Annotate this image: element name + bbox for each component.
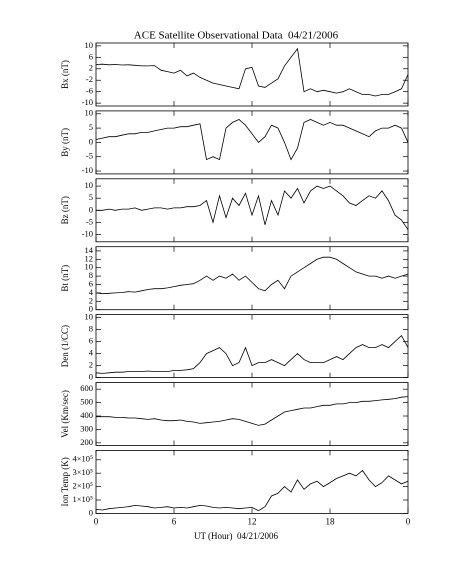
y-axis-label: Den (1/CC) (60, 325, 70, 367)
y-tick-label: 8 (89, 324, 93, 334)
y-axis-label: Bz (nT) (60, 196, 70, 224)
y-tick-label: 0 (89, 372, 93, 382)
x-tick-label: 0 (94, 516, 99, 526)
y-tick-label: 400 (80, 410, 93, 420)
y-tick-label: 500 (80, 397, 93, 407)
y-tick-label: 200 (80, 437, 93, 447)
y-tick-label: 2 (89, 295, 93, 305)
y-tick-label: -5 (86, 216, 93, 226)
y-tick-label: 5 (89, 192, 93, 202)
y-axis-label: Bx (nT) (60, 60, 70, 89)
x-tick-label: 6 (172, 516, 177, 526)
data-line (95, 47, 409, 97)
y-axis-label: Ion Temp (K) (60, 457, 70, 506)
y-tick-label: 1×10⁵ (72, 494, 93, 504)
y-tick-label: -2 (86, 74, 93, 84)
y-tick-label: 0 (89, 507, 93, 517)
chart-title: ACE Satellite Observational Data 04/21/2… (134, 30, 339, 42)
data-line (96, 396, 409, 426)
x-tick-label: 0 (406, 516, 411, 526)
y-tick-label: 6 (89, 278, 93, 288)
y-tick-label: 12 (85, 253, 94, 263)
y-tick-label: 0 (89, 304, 93, 314)
y-tick-label: 14 (85, 245, 94, 255)
y-tick-label: 6 (89, 51, 93, 61)
data-line (95, 119, 409, 161)
y-tick-label: 10 (85, 180, 94, 190)
y-tick-label: 2×10⁵ (72, 481, 93, 491)
y-tick-label: 600 (80, 383, 93, 393)
y-axis-label: Bt (nT) (60, 265, 70, 292)
y-tick-label: 10 (85, 108, 94, 118)
y-tick-label: 6 (89, 336, 93, 346)
y-tick-label: 2 (89, 360, 93, 370)
y-axis-label: By (nT) (60, 128, 70, 157)
data-line (95, 469, 409, 512)
x-tick-label: 12 (248, 516, 257, 526)
y-tick-label: 0 (89, 136, 93, 146)
y-tick-label: 10 (85, 312, 94, 322)
y-tick-label: -10 (82, 97, 93, 107)
y-tick-label: 8 (89, 270, 93, 280)
y-tick-label: 5 (89, 122, 93, 132)
y-tick-label: 300 (80, 423, 93, 433)
y-tick-label: -5 (86, 151, 93, 161)
y-tick-label: 4×10⁵ (72, 454, 93, 464)
y-tick-label: 4 (89, 348, 94, 358)
y-tick-label: 0 (89, 204, 93, 214)
y-tick-label: -10 (82, 165, 93, 175)
y-axis-label: Vel (Km/sec) (60, 390, 70, 438)
x-axis-label: UT (Hour) 04/21/2006 (194, 531, 279, 541)
y-tick-label: 10 (85, 262, 94, 272)
data-line (96, 185, 409, 230)
y-tick-label: 10 (85, 40, 94, 50)
data-line (95, 256, 409, 295)
data-line (95, 334, 409, 374)
y-tick-label: 4 (89, 287, 94, 297)
x-tick-label: 18 (326, 516, 336, 526)
y-tick-label: 3×10⁵ (72, 467, 93, 477)
y-tick-label: -6 (86, 86, 93, 96)
y-tick-label: -10 (82, 228, 93, 238)
y-tick-label: 2 (89, 63, 93, 73)
